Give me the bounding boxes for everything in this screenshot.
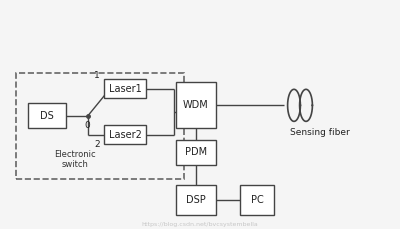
- Bar: [16, 73, 184, 179]
- Text: Laser2: Laser2: [108, 130, 142, 139]
- Text: Laser1: Laser1: [109, 84, 141, 94]
- Text: PDM: PDM: [185, 147, 207, 157]
- Text: https://blog.csdn.net/bvcsystembella: https://blog.csdn.net/bvcsystembella: [142, 222, 258, 227]
- Text: Electronic
switch: Electronic switch: [54, 150, 96, 169]
- FancyBboxPatch shape: [240, 185, 274, 215]
- Text: Sensing fiber: Sensing fiber: [290, 128, 350, 137]
- FancyBboxPatch shape: [176, 185, 216, 215]
- Text: WDM: WDM: [183, 100, 209, 110]
- FancyBboxPatch shape: [104, 79, 146, 98]
- Text: 0: 0: [84, 121, 90, 130]
- Text: 1: 1: [94, 71, 100, 80]
- Text: PC: PC: [251, 195, 263, 205]
- FancyBboxPatch shape: [176, 140, 216, 165]
- FancyBboxPatch shape: [28, 103, 66, 128]
- Text: 2: 2: [94, 140, 100, 149]
- FancyBboxPatch shape: [104, 125, 146, 144]
- Text: DS: DS: [40, 111, 54, 121]
- Text: DSP: DSP: [186, 195, 206, 205]
- FancyBboxPatch shape: [176, 82, 216, 128]
